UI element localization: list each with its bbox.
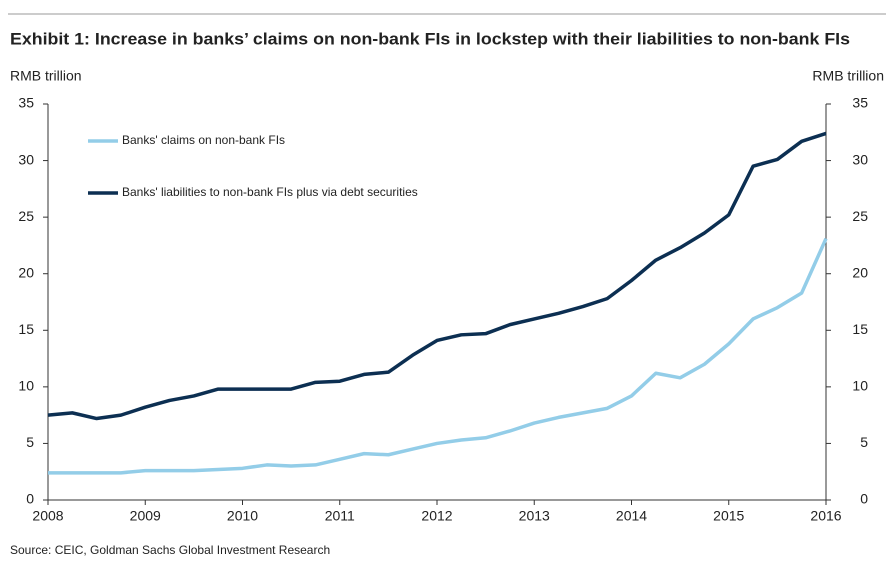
y-tick-label: 30 — [18, 151, 34, 167]
y2-tick-label: 0 — [860, 491, 868, 507]
y-tick-label: 20 — [18, 264, 34, 280]
x-tick-label: 2015 — [713, 508, 744, 524]
y-tick-label: 25 — [18, 208, 34, 224]
y-tick-label: 15 — [18, 321, 34, 337]
legend-label: Banks' liabilities to non-bank FIs plus … — [122, 185, 418, 199]
x-tick-label: 2014 — [616, 508, 647, 524]
y2-tick-label: 15 — [852, 321, 868, 337]
series-line — [48, 237, 828, 475]
chart-title: Exhibit 1: Increase in banks’ claims on … — [10, 29, 850, 48]
x-tick-label: 2009 — [130, 508, 161, 524]
y-tick-label: 0 — [26, 491, 34, 507]
y2-tick-label: 35 — [852, 95, 868, 111]
x-tick-label: 2012 — [421, 508, 452, 524]
series-line — [47, 131, 827, 421]
x-tick-label: 2016 — [810, 508, 841, 524]
source-note: Source: CEIC, Goldman Sachs Global Inves… — [10, 543, 330, 557]
x-tick-label: 2008 — [32, 508, 63, 524]
y2-axis-label: RMB trillion — [812, 68, 884, 84]
x-tick-label: 2010 — [227, 508, 258, 524]
y2-tick-label: 30 — [852, 151, 868, 167]
y-axis-label: RMB trillion — [10, 68, 82, 84]
x-tick-label: 2013 — [519, 508, 550, 524]
y-tick-label: 10 — [18, 378, 34, 394]
y-tick-label: 35 — [18, 95, 34, 111]
y2-tick-label: 25 — [852, 208, 868, 224]
legend-label: Banks' claims on non-bank FIs — [122, 133, 285, 147]
y2-tick-label: 20 — [852, 264, 868, 280]
y-tick-label: 5 — [26, 434, 34, 450]
y2-tick-label: 5 — [860, 434, 868, 450]
y2-tick-label: 10 — [852, 378, 868, 394]
x-tick-label: 2011 — [325, 508, 355, 524]
